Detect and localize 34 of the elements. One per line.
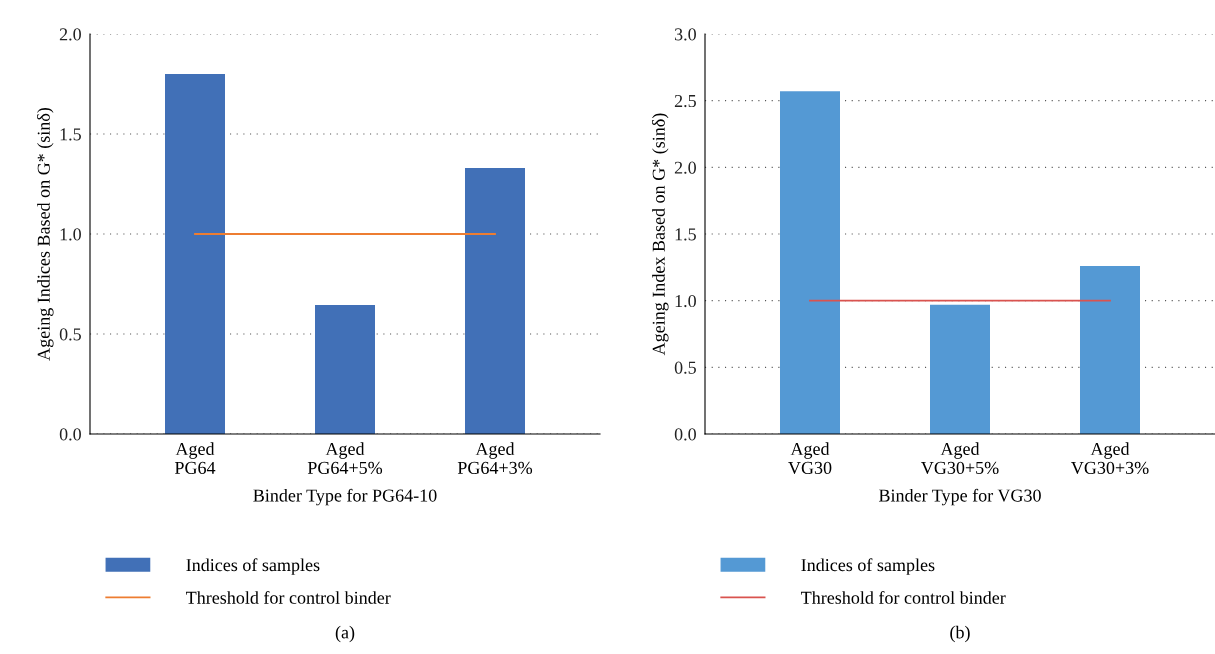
y-axis-title: Ageing Index Based on G* (sinδ) bbox=[652, 113, 669, 356]
bar bbox=[1080, 266, 1140, 434]
y-tick-label: 3.0 bbox=[674, 28, 696, 41]
y-tick-label: 2.0 bbox=[59, 28, 81, 41]
y-tick-label: 0.5 bbox=[59, 328, 81, 341]
bar bbox=[930, 304, 990, 434]
y-tick-label: 0.0 bbox=[674, 428, 696, 441]
legend-label: Indices of samples bbox=[186, 558, 320, 575]
bar bbox=[780, 91, 840, 434]
x-tick-label: Aged VG30+5% bbox=[921, 442, 999, 475]
y-tick-label: 1.0 bbox=[675, 294, 696, 308]
y-tick-label: 2.0 bbox=[674, 161, 696, 174]
x-axis-title: Binder Type for PG64-10 bbox=[253, 488, 437, 506]
y-tick-label: 0.0 bbox=[59, 428, 81, 441]
x-tick-label: Aged VG30+3% bbox=[1071, 442, 1149, 475]
legend-label: Indices of samples bbox=[801, 558, 935, 575]
y-tick-label: 1.0 bbox=[60, 228, 81, 241]
y-tick-label: 1.5 bbox=[675, 228, 696, 241]
y-axis-title: Ageing Indices Based on G* (sinδ) bbox=[37, 107, 54, 361]
y-tick-label: 2.5 bbox=[674, 94, 696, 108]
x-tick-label: Aged PG64+5% bbox=[307, 442, 383, 475]
x-axis-title: Binder Type for VG30 bbox=[878, 488, 1041, 506]
legend-label: Threshold for control binder bbox=[801, 590, 1006, 604]
y-tick-label: 1.5 bbox=[60, 128, 81, 141]
bar bbox=[465, 168, 525, 434]
bar bbox=[165, 74, 225, 434]
x-tick-label: Aged VG30 bbox=[788, 442, 832, 475]
legend-label: Threshold for control binder bbox=[186, 590, 391, 604]
text: (a) bbox=[335, 625, 355, 643]
text: (b) bbox=[950, 625, 970, 643]
x-tick-label: Aged PG64 bbox=[174, 442, 216, 474]
bar bbox=[315, 305, 375, 434]
y-tick-label: 0.5 bbox=[674, 361, 696, 374]
x-tick-label: Aged PG64+3% bbox=[457, 442, 533, 475]
